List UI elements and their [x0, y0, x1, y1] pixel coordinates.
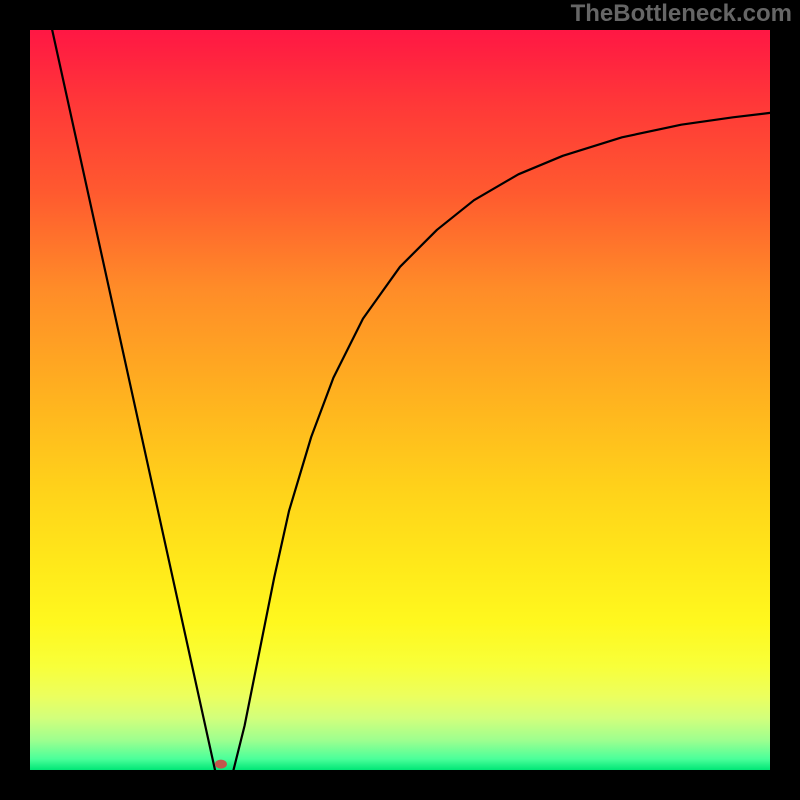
minimum-marker	[215, 760, 227, 769]
chart-svg	[0, 0, 800, 800]
plot-background	[30, 30, 770, 770]
watermark-text: TheBottleneck.com	[571, 0, 792, 28]
bottleneck-chart: TheBottleneck.com	[0, 0, 800, 800]
